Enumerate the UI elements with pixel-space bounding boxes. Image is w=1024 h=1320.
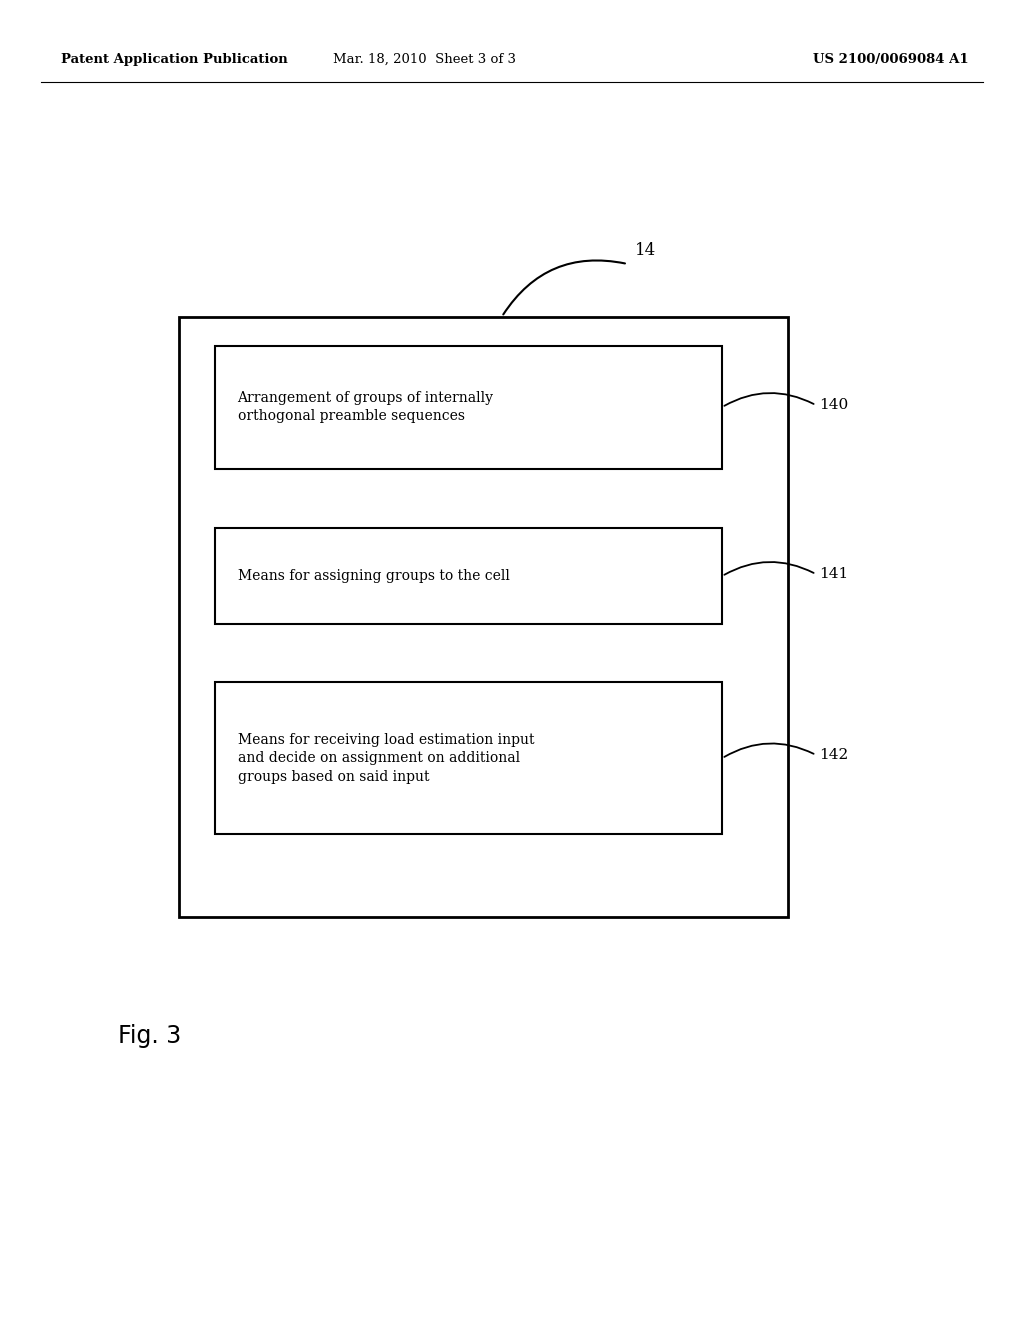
Text: Patent Application Publication: Patent Application Publication bbox=[61, 53, 288, 66]
Text: 141: 141 bbox=[819, 568, 849, 581]
Text: US 2100/0069084 A1: US 2100/0069084 A1 bbox=[813, 53, 969, 66]
Bar bbox=[215, 528, 722, 624]
Text: 142: 142 bbox=[819, 748, 849, 762]
Bar bbox=[215, 346, 722, 469]
Text: Means for assigning groups to the cell: Means for assigning groups to the cell bbox=[238, 569, 510, 583]
Text: Mar. 18, 2010  Sheet 3 of 3: Mar. 18, 2010 Sheet 3 of 3 bbox=[334, 53, 516, 66]
Text: Fig. 3: Fig. 3 bbox=[118, 1024, 181, 1048]
Text: Means for receiving load estimation input
and decide on assignment on additional: Means for receiving load estimation inpu… bbox=[238, 733, 535, 784]
Bar bbox=[179, 317, 788, 917]
Text: Arrangement of groups of internally
orthogonal preamble sequences: Arrangement of groups of internally orth… bbox=[238, 391, 494, 424]
Text: 14: 14 bbox=[635, 243, 656, 259]
Text: 140: 140 bbox=[819, 399, 849, 412]
Bar bbox=[215, 682, 722, 834]
